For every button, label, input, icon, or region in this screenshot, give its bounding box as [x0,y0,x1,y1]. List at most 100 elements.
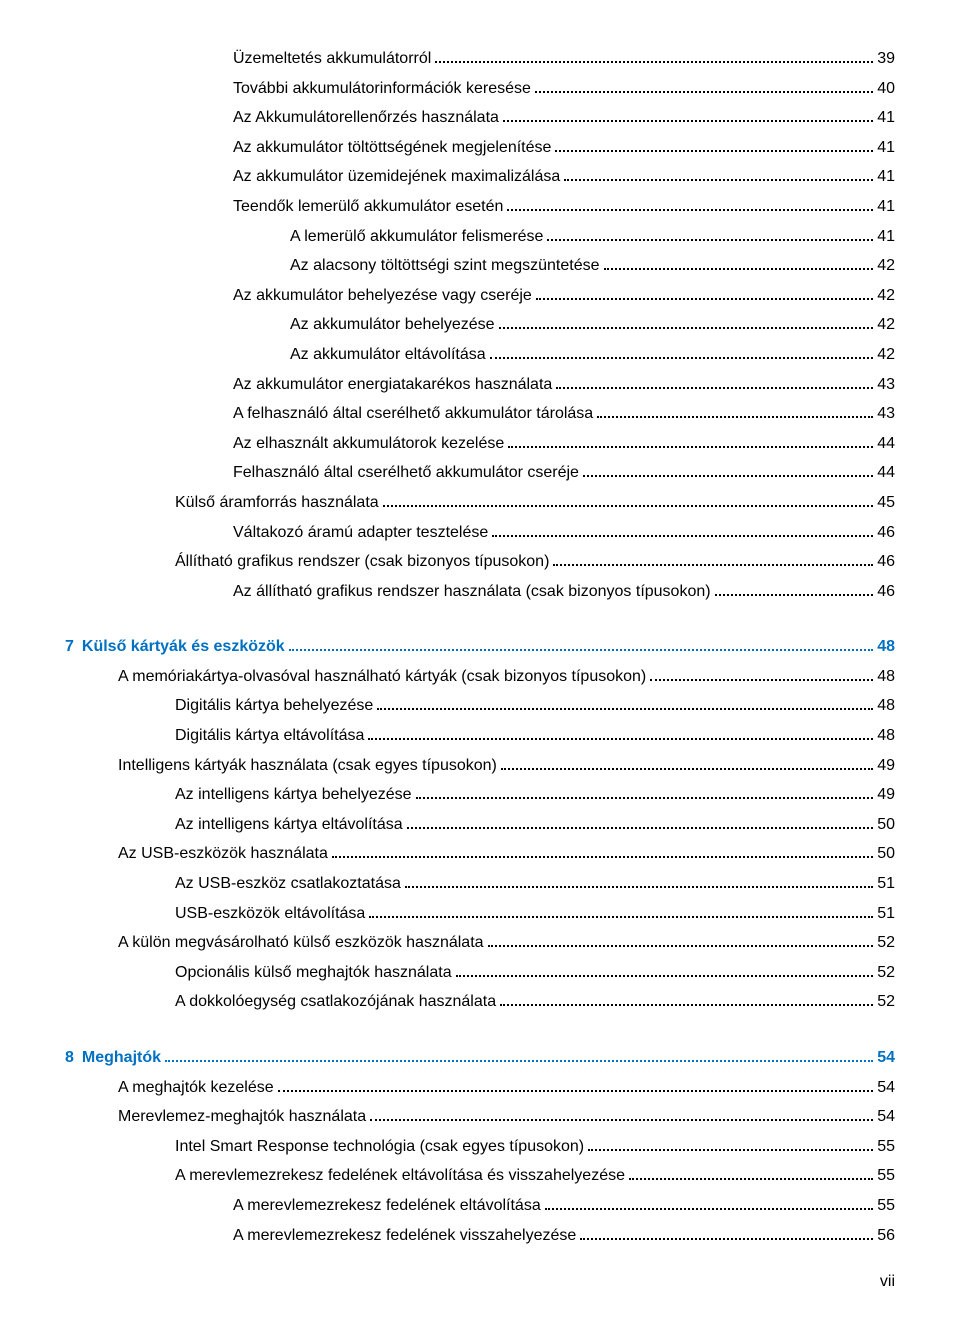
toc-entry-label: Külső áramforrás használata [175,488,379,518]
toc-entry-row[interactable]: A lemerülő akkumulátor felismerése 41 [65,222,895,252]
toc-dots [488,936,874,947]
chapter-number: 7 [65,632,74,662]
toc-entry-label: A külön megvásárolható külső eszközök ha… [118,928,484,958]
toc-entry-page: 56 [877,1221,895,1251]
toc-entry-label: Az Akkumulátorellenőrzés használata [233,103,499,133]
chapter-number: 8 [65,1043,74,1073]
toc-dots [536,289,873,300]
toc-entry-row[interactable]: A merevlemezrekesz fedelének eltávolítás… [65,1161,895,1191]
toc-dots [289,640,874,651]
toc-entry-row[interactable]: Külső áramforrás használata 45 [65,488,895,518]
toc-entry-label: Merevlemez-meghajtók használata [118,1102,366,1132]
toc-entry-row[interactable]: Az elhasznált akkumulátorok kezelése 44 [65,429,895,459]
toc-entry-label: Az akkumulátor behelyezése vagy cseréje [233,281,532,311]
toc-entry-row[interactable]: Az akkumulátor eltávolítása 42 [65,340,895,370]
toc-entry-row[interactable]: Az USB-eszköz csatlakoztatása 51 [65,869,895,899]
toc-entry-row[interactable]: Az állítható grafikus rendszer használat… [65,577,895,607]
toc-entry-row[interactable]: Az USB-eszközök használata 50 [65,839,895,869]
toc-dots [369,906,873,917]
toc-entry-page: 54 [877,1043,895,1073]
toc-entry-label: A merevlemezrekesz fedelének visszahelye… [233,1221,576,1251]
toc-entry-page: 54 [877,1102,895,1132]
toc-entry-row[interactable]: Az alacsony töltöttségi szint megszüntet… [65,251,895,281]
toc-entry-row[interactable]: Digitális kártya eltávolítása 48 [65,721,895,751]
toc-entry-page: 52 [877,928,895,958]
toc-entry-row[interactable]: Állítható grafikus rendszer (csak bizony… [65,547,895,577]
toc-entry-page: 41 [877,222,895,252]
toc-dots [490,348,874,359]
toc-dots [407,818,874,829]
toc-entry-page: 55 [877,1161,895,1191]
toc-dots [500,995,873,1006]
toc-entry-row[interactable]: Az akkumulátor töltöttségének megjelenít… [65,133,895,163]
toc-entry-row[interactable]: Az akkumulátor behelyezése 42 [65,310,895,340]
toc-entry-page: 41 [877,133,895,163]
toc-entry-row[interactable]: Merevlemez-meghajtók használata 54 [65,1102,895,1132]
toc-entry-label: A dokkolóegység csatlakozójának használa… [175,987,496,1017]
toc-entry-label: Az USB-eszközök használata [118,839,328,869]
toc-entry-label: Az intelligens kártya behelyezése [175,780,412,810]
toc-entry-label: A meghajtók kezelése [118,1073,274,1103]
toc-entry-row[interactable]: A merevlemezrekesz fedelének visszahelye… [65,1221,895,1251]
toc-entry-row[interactable]: Váltakozó áramú adapter tesztelése 46 [65,518,895,548]
toc-entry-page: 44 [877,458,895,488]
toc-entry-label: Az intelligens kártya eltávolítása [175,810,403,840]
toc-entry-row[interactable]: Opcionális külső meghajtók használata 52 [65,958,895,988]
toc-entry-row[interactable]: A dokkolóegység csatlakozójának használa… [65,987,895,1017]
toc-entry-page: 46 [877,518,895,548]
toc-entry-label: A felhasználó által cserélhető akkumulát… [233,399,593,429]
toc-entry-label: Az akkumulátor üzemidejének maximalizálá… [233,162,560,192]
toc-entry-page: 42 [877,281,895,311]
toc-entry-row[interactable]: Intel Smart Response technológia (csak e… [65,1132,895,1162]
toc-entry-row[interactable]: A merevlemezrekesz fedelének eltávolítás… [65,1191,895,1221]
toc-entry-row[interactable]: Az intelligens kártya behelyezése 49 [65,780,895,810]
toc-entry-label: Felhasználó által cserélhető akkumulátor… [233,458,579,488]
toc-dots [588,1140,873,1151]
toc-dots [508,437,873,448]
toc-entry-row[interactable]: Felhasználó által cserélhető akkumulátor… [65,458,895,488]
toc-entry-label: Üzemeltetés akkumulátorról [233,44,431,74]
toc-entry-page: 43 [877,370,895,400]
toc-dots [435,52,873,63]
toc-entry-label: Meghajtók [82,1043,161,1073]
toc-entry-row[interactable]: Az akkumulátor energiatakarékos használa… [65,370,895,400]
toc-entry-row[interactable]: Digitális kártya behelyezése 48 [65,691,895,721]
toc-chapter-row[interactable]: 8 Meghajtók 54 [65,1043,895,1073]
toc-dots [580,1228,873,1239]
toc-dots [416,788,874,799]
toc-entry-row[interactable]: Teendők lemerülő akkumulátor esetén 41 [65,192,895,222]
toc-entry-label: Opcionális külső meghajtók használata [175,958,452,988]
toc-dots [501,758,873,769]
toc-entry-row[interactable]: Üzemeltetés akkumulátorról 39 [65,44,895,74]
toc-entry-row[interactable]: USB-eszközök eltávolítása 51 [65,899,895,929]
toc-entry-page: 48 [877,691,895,721]
toc-dots [370,1110,873,1121]
toc-entry-label: Külső kártyák és eszközök [82,632,285,662]
toc-entry-row[interactable]: A külön megvásárolható külső eszközök ha… [65,928,895,958]
toc-entry-page: 44 [877,429,895,459]
toc-entry-page: 42 [877,251,895,281]
toc-entry-page: 45 [877,488,895,518]
toc-entry-label: Teendők lemerülő akkumulátor esetén [233,192,503,222]
toc-entry-row[interactable]: Az Akkumulátorellenőrzés használata 41 [65,103,895,133]
toc-entry-row[interactable]: Az akkumulátor behelyezése vagy cseréje … [65,281,895,311]
toc-entry-row[interactable]: Az intelligens kártya eltávolítása 50 [65,810,895,840]
toc-entry-row[interactable]: A felhasználó által cserélhető akkumulát… [65,399,895,429]
toc-entry-label: Az elhasznált akkumulátorok kezelése [233,429,504,459]
toc-page: Üzemeltetés akkumulátorról 39További akk… [0,0,960,1321]
toc-entry-page: 48 [877,721,895,751]
toc-dots [650,670,873,681]
toc-dots [545,1199,873,1210]
toc-entry-page: 52 [877,958,895,988]
toc-entry-page: 41 [877,103,895,133]
toc-entry-row[interactable]: Intelligens kártyák használata (csak egy… [65,751,895,781]
toc-entry-row[interactable]: A memóriakártya-olvasóval használható ká… [65,662,895,692]
toc-entry-page: 40 [877,74,895,104]
toc-dots [555,141,873,152]
toc-entry-row[interactable]: A meghajtók kezelése 54 [65,1073,895,1103]
toc-chapter-row[interactable]: 7Külső kártyák és eszközök 48 [65,632,895,662]
toc-entry-row[interactable]: Az akkumulátor üzemidejének maximalizálá… [65,162,895,192]
toc-entry-page: 48 [877,662,895,692]
toc-entry-row[interactable]: További akkumulátorinformációk keresése … [65,74,895,104]
toc-dots [715,585,874,596]
